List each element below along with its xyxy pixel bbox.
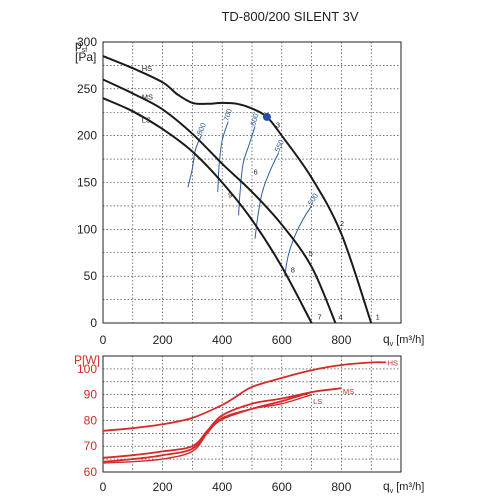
main-xlabel-main: q [383, 332, 390, 346]
x-tick-label: 0 [100, 480, 107, 494]
iso-line-label: 550 [273, 138, 287, 153]
series-label: LS [142, 116, 151, 125]
y-tick-label: 200 [77, 129, 97, 143]
iso-line-550 [254, 152, 280, 239]
power-xlabel: qv [m³/h] [383, 479, 424, 495]
iso-line-700 [217, 121, 229, 192]
power-curve-extra [102, 394, 312, 464]
x-tick-label: 200 [153, 480, 173, 494]
y-tick-label: 50 [84, 269, 98, 283]
point-label: 2 [340, 219, 344, 228]
point-label: 7 [318, 312, 322, 321]
power-xlabel-sub: v [390, 488, 394, 495]
y-tick-label: 60 [84, 465, 98, 479]
x-tick-label: 200 [153, 333, 173, 347]
y-tick-label: 80 [84, 413, 98, 427]
x-tick-label: 400 [212, 480, 232, 494]
main-plot-frame [102, 41, 402, 324]
y-tick-label: 150 [77, 176, 97, 190]
fan-curve-hs [102, 55, 373, 324]
main-ticks: 0 200 400 600 800 0 50 100 150 200 250 300 [77, 35, 352, 347]
power-series-label: LS [313, 397, 322, 406]
power-xlabel-main: q [383, 479, 390, 493]
x-tick-label: 800 [331, 333, 351, 347]
main-xlabel: qv [m³/h] [383, 332, 424, 348]
main-xlabel-unit: [m³/h] [396, 334, 424, 346]
series-label: HS [142, 64, 152, 73]
main-labels: HS MS LS 1 2 3 4 5 6 7 8 9 [142, 64, 380, 321]
power-series-label: MS [343, 387, 354, 396]
iso-line-800 [187, 135, 202, 188]
y-tick-label: 90 [84, 388, 98, 402]
power-ylabel: P[W] [74, 353, 100, 367]
power-series [102, 361, 387, 464]
chart-title: TD-800/200 SILENT 3V [221, 9, 358, 24]
power-plot-frame [102, 355, 402, 473]
x-tick-label: 600 [272, 480, 292, 494]
main-xlabel-sub: v [390, 341, 394, 348]
iso-line-label: 800 [195, 121, 208, 136]
power-curve-ls [102, 391, 312, 463]
main-iso-lines: 800 700 600 550 500 [187, 108, 320, 277]
iso-line-label: 700 [222, 108, 234, 123]
fan-curve-ms [102, 78, 337, 324]
main-series [102, 55, 373, 324]
point-label: 3 [276, 120, 280, 129]
point-label: 9 [228, 191, 232, 200]
iso-line-600 [238, 126, 256, 216]
point-label: 6 [253, 167, 257, 176]
main-ylabel: psf [75, 38, 87, 54]
fan-curve-ls [102, 97, 313, 324]
x-tick-label: 800 [331, 480, 351, 494]
power-ticks: 0 200 400 600 800 60 70 80 90 100 [77, 362, 352, 494]
point-label: 4 [338, 312, 342, 321]
main-ylabel-unit: [Pa] [75, 50, 96, 64]
series-label: MS [142, 92, 153, 101]
y-tick-label: 100 [77, 362, 97, 376]
power-xlabel-unit: [m³/h] [396, 481, 424, 493]
y-tick-label: 100 [77, 222, 97, 236]
power-curve-hs [102, 361, 387, 432]
main-ylabel-sub: sf [82, 47, 88, 54]
point-label: 1 [376, 312, 380, 321]
y-tick-label: 250 [77, 82, 97, 96]
point-label: 8 [291, 266, 295, 275]
x-tick-label: 400 [212, 333, 232, 347]
power-chart: HS MS LS 0 200 400 600 800 60 70 80 90 100 P[W] qv[… [74, 353, 424, 495]
iso-line-label: 600 [248, 112, 260, 127]
power-curve-ms [102, 387, 342, 459]
x-tick-label: 600 [272, 333, 292, 347]
y-tick-label: 0 [90, 316, 97, 330]
power-series-label: HS [388, 358, 398, 367]
power-grid [102, 355, 402, 473]
power-labels: HS MS LS [313, 358, 398, 406]
point-label: 5 [309, 249, 313, 258]
y-tick-label: 70 [84, 439, 98, 453]
y-tick-label: 300 [77, 35, 97, 49]
operating-point [262, 112, 271, 121]
iso-line-label: 500 [306, 192, 320, 207]
iso-line-500 [284, 205, 313, 277]
main-grid [102, 41, 402, 324]
main-ylabel-main: p [75, 38, 82, 52]
x-tick-label: 0 [100, 333, 107, 347]
